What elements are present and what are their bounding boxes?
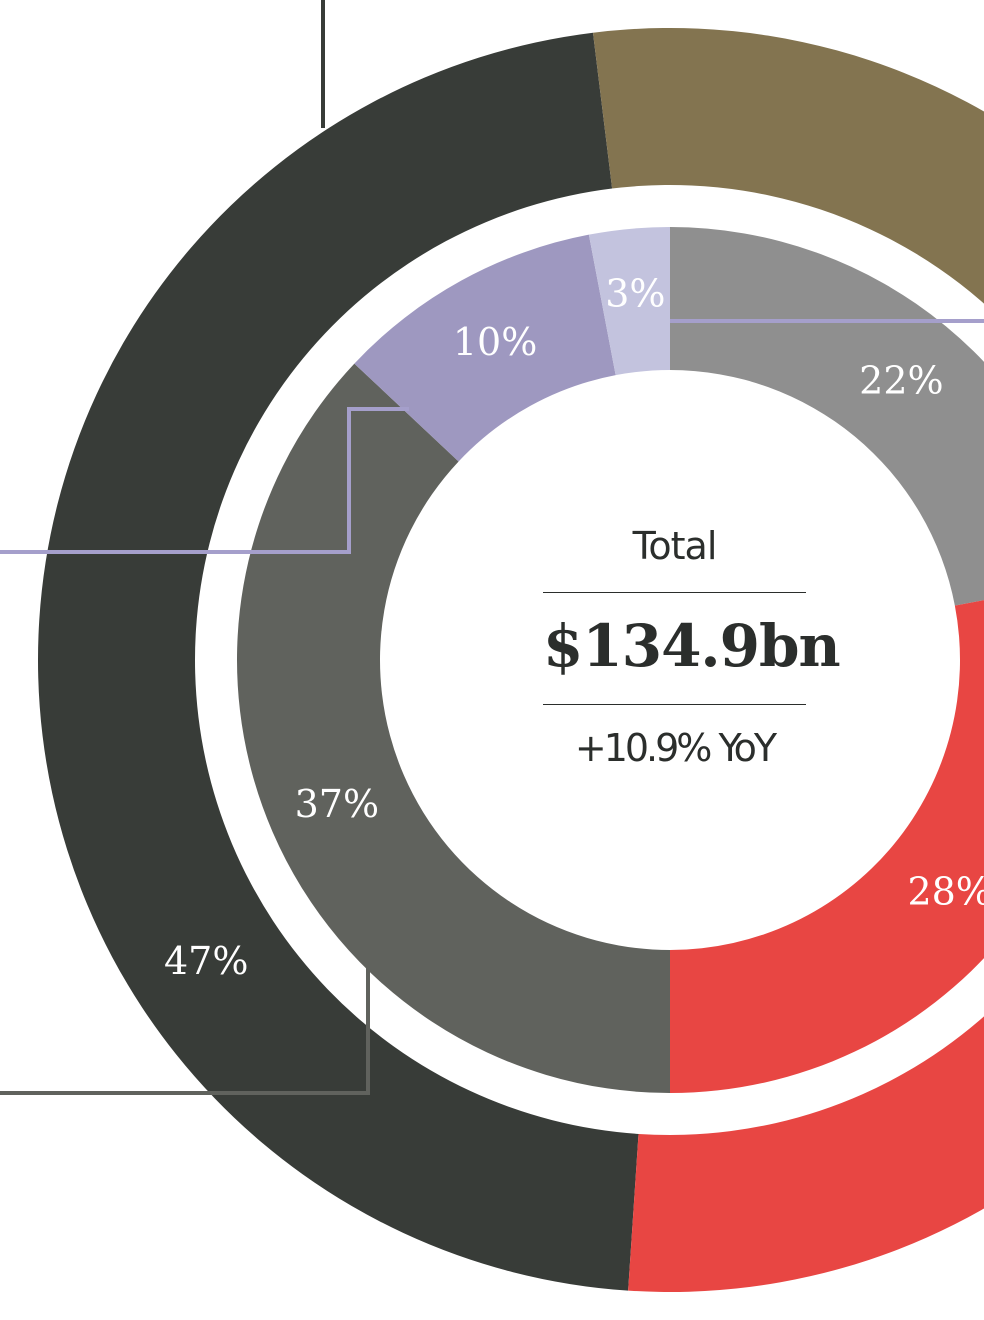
center-total-label: Total — [632, 524, 718, 568]
inner-slice-2 — [670, 600, 984, 1093]
leader-lines — [0, 0, 984, 1095]
outer-slice-1-label: 47% — [164, 939, 248, 983]
inner-slice-2-label: 28% — [907, 869, 984, 913]
inner-slice-1-label: 22% — [859, 358, 943, 402]
inner-slice-5-label: 3% — [605, 272, 665, 316]
center-divider-top — [543, 592, 806, 593]
inner-slice-5 — [588, 227, 670, 376]
outer-slice-2 — [592, 28, 984, 304]
inner-slice-4 — [354, 234, 616, 462]
inner-slice-3 — [237, 363, 671, 1094]
center-divider-bottom — [543, 704, 806, 705]
outer-ring — [38, 28, 984, 1292]
slice-labels: 47% 22% 28% 37% 10% 3% — [164, 272, 984, 984]
inner-slice-3-label: 37% — [295, 782, 379, 826]
inner-slice-4-label: 10% — [453, 320, 537, 364]
outer-slice-3 — [628, 1016, 984, 1292]
center-total-change: +10.9% YoY — [574, 726, 777, 770]
center-total-value: $134.9bn — [543, 612, 841, 680]
leader-line-inner-37pct — [0, 963, 370, 1095]
leader-line-inner-10pct — [0, 407, 409, 554]
outer-slice-1 — [38, 32, 639, 1291]
